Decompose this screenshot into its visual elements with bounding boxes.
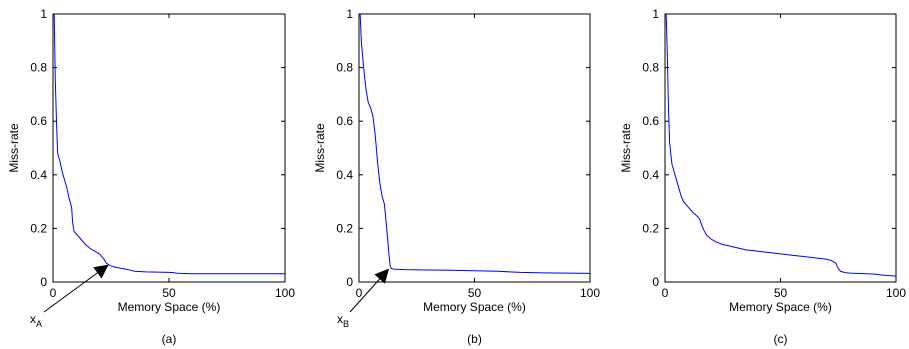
y-tick-label: 0.6 (30, 114, 47, 128)
x-tick-label: 50 (774, 286, 788, 300)
annotation-label-sub: B (343, 319, 349, 329)
y-tick-label: 0.4 (336, 168, 353, 182)
annotation-label: xB (337, 312, 349, 329)
x-tick-label: 100 (886, 286, 906, 300)
annotation-label-main: x (337, 312, 343, 326)
x-tick-label: 0 (662, 286, 669, 300)
subplot-2: 0 0.2 0.4 0.6 0.8 1 0 50 100 Memory Space (%) Miss… (313, 7, 600, 346)
annotation-label-sub: A (36, 319, 42, 329)
y-tick-label: 0 (346, 275, 353, 289)
y-tick-label: 0.2 (30, 221, 47, 235)
x-axis-label: Memory Space (%) (118, 300, 221, 314)
x-axis-label: Memory Space (%) (729, 300, 832, 314)
annotation-arrow-head (93, 264, 109, 279)
x-tick-label: 50 (162, 286, 176, 300)
axes-box (664, 13, 897, 283)
y-tick-label: 0 (40, 275, 47, 289)
x-tick-label: 0 (356, 286, 363, 300)
y-tick-label: 0.8 (30, 61, 47, 75)
subplot-label: (b) (467, 332, 482, 346)
y-tick-label: 0.2 (336, 221, 353, 235)
y-axis-label: Miss-rate (619, 123, 633, 173)
x-tick-label: 50 (468, 286, 482, 300)
subplot-label: (a) (162, 332, 177, 346)
y-tick-label: 1 (652, 7, 659, 21)
annotation-arrow-line (43, 272, 98, 313)
y-tick-label: 0.4 (30, 168, 47, 182)
y-tick-label: 1 (346, 7, 353, 21)
subplot-3: 0 0.2 0.4 0.6 0.8 1 0 50 100 Memory Space (%) Miss… (619, 7, 906, 346)
miss-rate-line (665, 13, 897, 277)
y-tick-label: 0 (652, 275, 659, 289)
y-tick-label: 0.2 (642, 221, 659, 235)
axes-box (358, 13, 591, 283)
miss-rate-line (359, 13, 591, 274)
x-tick-label: 100 (275, 286, 295, 300)
x-axis-label: Memory Space (%) (423, 300, 526, 314)
y-tick-label: 0.6 (642, 114, 659, 128)
axes-box (52, 13, 286, 283)
y-tick-label: 0.4 (642, 168, 659, 182)
subplot-label: (c) (774, 332, 788, 346)
x-tick-label: 0 (50, 286, 57, 300)
y-tick-label: 0.8 (642, 61, 659, 75)
y-axis-label: Miss-rate (313, 123, 327, 173)
x-tick-label: 100 (580, 286, 600, 300)
subplot-1: 0 0.2 0.4 0.6 0.8 1 0 50 100 Memory Space (%) Miss… (7, 7, 295, 346)
y-axis-label: Miss-rate (7, 123, 21, 173)
y-tick-label: 1 (40, 7, 47, 21)
annotation-label: xA (30, 312, 42, 329)
y-tick-label: 0.6 (336, 114, 353, 128)
annotation-label-main: x (30, 312, 36, 326)
miss-rate-line (53, 13, 285, 275)
annotation-arrow-head (374, 268, 390, 284)
y-tick-label: 0.8 (336, 61, 353, 75)
annotation-arrow-line (349, 278, 381, 313)
